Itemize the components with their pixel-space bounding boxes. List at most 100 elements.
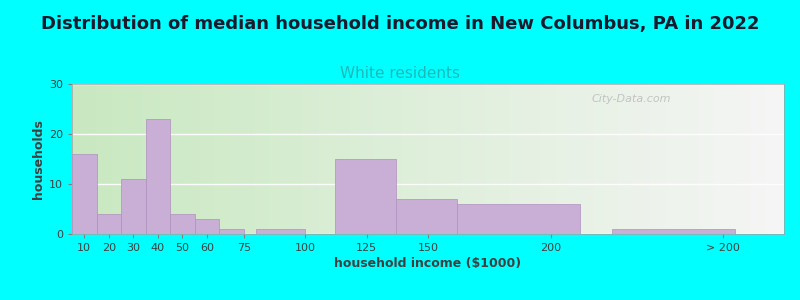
Bar	[362, 84, 364, 234]
Bar	[445, 84, 447, 234]
Bar	[259, 84, 262, 234]
Bar	[317, 84, 319, 234]
Bar	[198, 84, 200, 234]
Bar	[219, 84, 222, 234]
Bar	[535, 84, 537, 234]
Bar	[195, 84, 198, 234]
Bar	[782, 84, 784, 234]
Bar	[172, 84, 174, 234]
Bar	[174, 84, 177, 234]
Bar	[376, 84, 378, 234]
Bar	[94, 84, 96, 234]
Bar	[710, 84, 713, 234]
Bar	[238, 84, 241, 234]
Bar	[214, 84, 217, 234]
Bar	[219, 229, 244, 234]
Bar	[107, 84, 110, 234]
Bar	[663, 84, 666, 234]
Bar	[779, 84, 782, 234]
Bar	[158, 84, 160, 234]
Bar	[121, 179, 146, 234]
Bar	[613, 84, 615, 234]
Bar	[207, 84, 210, 234]
Bar	[254, 84, 257, 234]
Bar	[310, 84, 312, 234]
Bar	[654, 84, 656, 234]
Bar	[475, 84, 478, 234]
Bar	[440, 84, 442, 234]
Bar	[314, 84, 317, 234]
Bar	[656, 84, 658, 234]
Bar	[188, 84, 190, 234]
Bar	[119, 84, 122, 234]
Bar	[77, 84, 79, 234]
Bar	[136, 84, 138, 234]
Bar	[526, 84, 528, 234]
Bar	[328, 84, 330, 234]
Bar	[364, 84, 366, 234]
Bar	[283, 84, 286, 234]
Bar	[281, 84, 283, 234]
Bar	[426, 84, 428, 234]
Bar	[262, 84, 264, 234]
Bar	[450, 84, 452, 234]
Bar	[399, 84, 402, 234]
Bar	[551, 84, 554, 234]
Bar	[190, 84, 193, 234]
Bar	[162, 84, 165, 234]
Bar	[651, 84, 654, 234]
Bar	[590, 84, 592, 234]
Bar	[155, 84, 158, 234]
Bar	[378, 84, 381, 234]
Bar	[371, 84, 374, 234]
Bar	[202, 84, 205, 234]
Bar	[561, 84, 563, 234]
Bar	[110, 84, 112, 234]
Bar	[612, 229, 735, 234]
Bar	[323, 84, 326, 234]
Bar	[464, 84, 466, 234]
Bar	[153, 84, 155, 234]
Bar	[241, 84, 243, 234]
Bar	[359, 84, 362, 234]
Bar	[758, 84, 760, 234]
Bar	[333, 84, 335, 234]
Bar	[141, 84, 143, 234]
Bar	[298, 84, 300, 234]
Bar	[205, 84, 207, 234]
Bar	[288, 84, 290, 234]
Bar	[112, 84, 114, 234]
Bar	[269, 84, 271, 234]
Bar	[634, 84, 637, 234]
Bar	[606, 84, 608, 234]
Bar	[290, 84, 293, 234]
Bar	[554, 84, 556, 234]
Bar	[406, 84, 409, 234]
Bar	[148, 84, 150, 234]
Bar	[734, 84, 737, 234]
Bar	[234, 84, 236, 234]
Bar	[302, 84, 305, 234]
Bar	[468, 84, 470, 234]
Bar	[402, 84, 404, 234]
Bar	[442, 84, 445, 234]
Bar	[165, 84, 167, 234]
Bar	[383, 84, 386, 234]
Bar	[694, 84, 696, 234]
Bar	[129, 84, 131, 234]
Bar	[181, 84, 183, 234]
Bar	[646, 84, 649, 234]
Bar	[103, 84, 106, 234]
Bar	[418, 84, 421, 234]
Bar	[604, 84, 606, 234]
Bar	[229, 84, 231, 234]
Bar	[533, 84, 534, 234]
Bar	[217, 84, 219, 234]
Bar	[278, 84, 281, 234]
Bar	[720, 84, 722, 234]
Bar	[236, 84, 238, 234]
Bar	[514, 84, 516, 234]
Bar	[345, 84, 347, 234]
Bar	[82, 84, 84, 234]
Bar	[556, 84, 558, 234]
